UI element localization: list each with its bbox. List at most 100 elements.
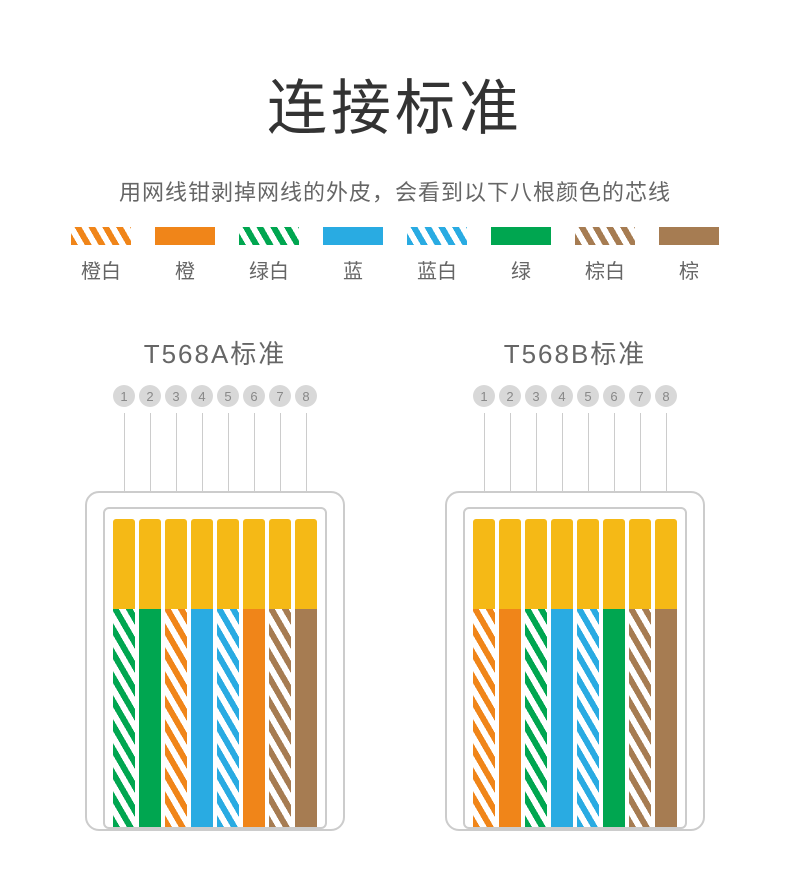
gold-contact: [139, 519, 161, 609]
color-legend: 橙白 橙 绿白 蓝 蓝白 绿 棕白 棕: [0, 227, 790, 284]
wire: [499, 519, 521, 827]
wire-body: [191, 609, 213, 827]
legend-label: 蓝: [343, 255, 363, 284]
wire-body: [603, 609, 625, 827]
wire-body: [139, 609, 161, 827]
wire-body: [165, 609, 187, 827]
pin-number: 4: [191, 385, 213, 407]
wire: [295, 519, 317, 827]
connector: T568B标准 12345678: [435, 334, 715, 831]
wire-body: [525, 609, 547, 827]
wire-body: [655, 609, 677, 827]
guide-lines: [473, 413, 677, 493]
wire-body: [551, 609, 573, 827]
gold-contact: [525, 519, 547, 609]
gold-contact: [655, 519, 677, 609]
pin-number: 4: [551, 385, 573, 407]
wire: [113, 519, 135, 827]
wire: [551, 519, 573, 827]
legend-swatch: [239, 227, 299, 245]
legend-swatch: [491, 227, 551, 245]
wire-body: [113, 609, 135, 827]
pin-number: 7: [269, 385, 291, 407]
wire: [217, 519, 239, 827]
legend-swatch: [575, 227, 635, 245]
wire: [629, 519, 651, 827]
pin-number: 7: [629, 385, 651, 407]
wire-body: [629, 609, 651, 827]
wire-body: [243, 609, 265, 827]
gold-contact: [295, 519, 317, 609]
gold-contact: [243, 519, 265, 609]
gold-contact: [113, 519, 135, 609]
pin-number: 2: [499, 385, 521, 407]
legend-item: 蓝白: [407, 227, 467, 284]
pin-number: 5: [577, 385, 599, 407]
wire-body: [295, 609, 317, 827]
legend-label: 橙白: [81, 255, 121, 284]
rj45-inner: [463, 507, 687, 829]
pin-numbers: 12345678: [113, 385, 317, 407]
pin-number: 6: [243, 385, 265, 407]
rj45-inner: [103, 507, 327, 829]
wire-body: [473, 609, 495, 827]
pin-number: 2: [139, 385, 161, 407]
wire: [655, 519, 677, 827]
legend-item: 棕白: [575, 227, 635, 284]
wire-body: [269, 609, 291, 827]
rj45-connector: [445, 491, 705, 831]
legend-item: 橙: [155, 227, 215, 284]
wire: [243, 519, 265, 827]
legend-swatch: [659, 227, 719, 245]
pin-number: 3: [165, 385, 187, 407]
gold-contact: [551, 519, 573, 609]
subtitle-text: 用网线钳剥掉网线的外皮，会看到以下八根颜色的芯线: [0, 175, 790, 207]
legend-label: 橙: [175, 255, 195, 284]
gold-contact: [217, 519, 239, 609]
pin-number: 8: [655, 385, 677, 407]
gold-contact: [577, 519, 599, 609]
legend-label: 棕: [679, 255, 699, 284]
legend-swatch: [323, 227, 383, 245]
legend-item: 橙白: [71, 227, 131, 284]
pin-numbers: 12345678: [473, 385, 677, 407]
wire: [603, 519, 625, 827]
gold-contact: [191, 519, 213, 609]
gold-contact: [165, 519, 187, 609]
legend-label: 绿白: [249, 255, 289, 284]
gold-contact: [603, 519, 625, 609]
wire: [191, 519, 213, 827]
wire-body: [499, 609, 521, 827]
gold-contact: [473, 519, 495, 609]
main-title: 连接标准: [0, 0, 790, 147]
legend-item: 棕: [659, 227, 719, 284]
wire-body: [577, 609, 599, 827]
gold-contact: [499, 519, 521, 609]
gold-contact: [269, 519, 291, 609]
pin-number: 8: [295, 385, 317, 407]
wire: [165, 519, 187, 827]
legend-swatch: [407, 227, 467, 245]
pin-number: 3: [525, 385, 547, 407]
wire-body: [217, 609, 239, 827]
rj45-connector: [85, 491, 345, 831]
gold-contact: [629, 519, 651, 609]
legend-label: 蓝白: [417, 255, 457, 284]
legend-label: 棕白: [585, 255, 625, 284]
pin-number: 5: [217, 385, 239, 407]
legend-item: 绿白: [239, 227, 299, 284]
legend-item: 蓝: [323, 227, 383, 284]
pin-number: 1: [473, 385, 495, 407]
legend-swatch: [71, 227, 131, 245]
pin-number: 1: [113, 385, 135, 407]
wire: [525, 519, 547, 827]
pin-number: 6: [603, 385, 625, 407]
connectors-row: T568A标准12345678T568B标准12345678: [0, 334, 790, 831]
legend-swatch: [155, 227, 215, 245]
connector-title: T568B标准: [504, 334, 647, 371]
wire: [473, 519, 495, 827]
connector: T568A标准12345678: [75, 334, 355, 831]
wire: [577, 519, 599, 827]
legend-item: 绿: [491, 227, 551, 284]
guide-lines: [113, 413, 317, 493]
